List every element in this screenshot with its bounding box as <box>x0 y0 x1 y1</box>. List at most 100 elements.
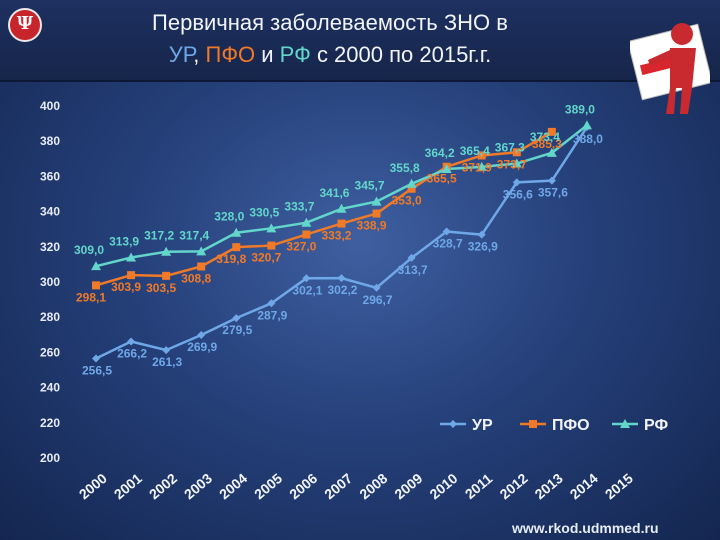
data-point <box>127 271 136 280</box>
data-label: 320,7 <box>251 251 281 265</box>
data-point <box>406 178 417 188</box>
data-point <box>372 209 381 218</box>
data-label: 333,2 <box>321 229 351 243</box>
data-point <box>197 262 206 271</box>
data-label: 328,7 <box>433 236 463 250</box>
data-label: 279,5 <box>222 323 252 337</box>
data-point <box>266 223 277 233</box>
data-point <box>337 219 346 228</box>
data-label: 373,7 <box>497 157 527 171</box>
data-point <box>547 176 556 185</box>
data-label: 303,9 <box>111 280 141 294</box>
data-point <box>232 314 241 323</box>
title-pfo: ПФО <box>205 42 256 67</box>
data-point <box>162 346 171 355</box>
data-point <box>302 230 311 239</box>
x-tick-label: 2009 <box>391 470 425 502</box>
data-label: 364,2 <box>425 146 455 160</box>
x-tick-label: 2013 <box>532 470 566 502</box>
y-tick-label: 200 <box>40 451 60 465</box>
data-label: 302,1 <box>292 283 322 297</box>
data-label: 385,3 <box>532 137 562 151</box>
data-point <box>232 243 241 252</box>
x-tick-label: 2000 <box>76 470 110 502</box>
logo-icon: Ψ <box>8 8 42 42</box>
x-tick-label: 2015 <box>602 470 636 502</box>
data-label: 269,9 <box>187 340 217 354</box>
data-point <box>126 252 137 262</box>
title-rf: РФ <box>279 42 311 67</box>
data-label: 356,6 <box>503 187 533 201</box>
data-point <box>547 127 556 136</box>
data-label: 341,6 <box>319 186 349 200</box>
data-point <box>546 147 557 157</box>
y-tick-label: 360 <box>40 169 60 183</box>
data-point <box>337 274 346 283</box>
data-label: 309,0 <box>74 243 104 257</box>
data-label: 389,0 <box>565 102 595 116</box>
data-label: 345,7 <box>355 179 385 193</box>
data-point <box>92 281 100 290</box>
data-label: 296,7 <box>363 293 393 307</box>
data-point <box>581 120 592 130</box>
data-label: 357,6 <box>538 186 568 200</box>
data-point <box>512 178 521 187</box>
y-tick-label: 280 <box>40 310 60 324</box>
x-tick-label: 2003 <box>181 470 215 502</box>
data-label: 313,9 <box>109 235 139 249</box>
title-period: с 2000 по 2015г.г. <box>310 42 492 67</box>
data-label: 355,8 <box>390 161 420 175</box>
data-label: 256,5 <box>82 364 112 378</box>
data-point <box>267 299 276 308</box>
data-point <box>371 196 382 206</box>
series-line-2 <box>95 130 553 287</box>
data-label: 303,5 <box>146 281 176 295</box>
data-label: 338,9 <box>357 219 387 233</box>
data-label: 287,9 <box>257 308 287 322</box>
data-label: 327,0 <box>286 239 316 253</box>
y-tick-label: 320 <box>40 240 60 254</box>
x-tick-label: 2005 <box>251 470 285 502</box>
data-point <box>197 330 206 339</box>
data-point <box>302 274 311 283</box>
x-tick-label: 2002 <box>146 470 180 502</box>
data-label: 328,0 <box>214 210 244 224</box>
y-tick-label: 300 <box>40 275 60 289</box>
data-point <box>477 151 486 160</box>
person-holding-sign-icon <box>630 23 710 114</box>
data-label: 371,9 <box>462 160 492 174</box>
data-label: 367,3 <box>495 141 525 155</box>
data-label: 302,2 <box>327 283 357 297</box>
x-tick-label: 2014 <box>567 470 601 502</box>
data-label: 373,4 <box>530 130 560 144</box>
x-tick-label: 2007 <box>321 470 355 502</box>
data-label: 353,0 <box>392 194 422 208</box>
data-point <box>336 203 347 213</box>
data-point <box>372 283 381 292</box>
x-tick-label: 2010 <box>426 470 460 502</box>
data-point <box>127 337 136 346</box>
y-tick-label: 220 <box>40 416 60 430</box>
website-url[interactable]: www.rkod.udmmed.ru <box>512 520 659 536</box>
slide-title-line-2: УР, ПФО и РФ с 2000 по 2015г.г. <box>60 42 600 68</box>
data-point <box>267 241 276 250</box>
legend-label: УР <box>472 417 493 434</box>
title-separator: , <box>193 42 206 67</box>
y-tick-label: 340 <box>40 205 60 219</box>
y-tick-label: 260 <box>40 345 60 359</box>
data-label: 326,9 <box>468 240 498 254</box>
legend-label: РФ <box>644 417 668 434</box>
data-label: 365,4 <box>460 144 490 158</box>
title-conjunction: и <box>255 42 280 67</box>
data-label: 319,8 <box>216 252 246 266</box>
x-tick-label: 2012 <box>497 470 531 502</box>
x-tick-label: 2004 <box>216 470 250 502</box>
y-tick-label: 380 <box>40 134 60 148</box>
legend-label: ПФО <box>552 417 590 434</box>
data-label: 266,2 <box>117 346 147 360</box>
data-label: 317,2 <box>144 229 174 243</box>
x-tick-label: 2011 <box>462 470 496 502</box>
data-point <box>92 354 100 363</box>
data-point <box>477 230 486 239</box>
